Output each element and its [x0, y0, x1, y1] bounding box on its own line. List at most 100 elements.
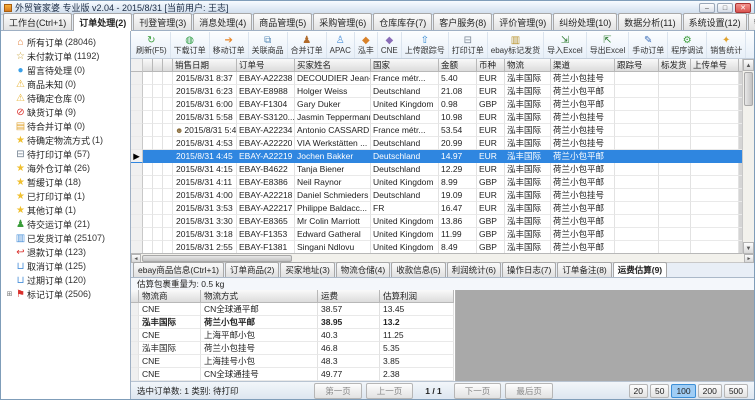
row-selector[interactable] [131, 176, 143, 189]
col-header-shipped-flag[interactable]: 标发货 [659, 59, 691, 72]
detail-tab[interactable]: 物流仓储(4) [335, 262, 391, 277]
toolbar-button[interactable]: ✎ 手动订单 [629, 31, 669, 58]
detail-tab[interactable]: 订单商品(2) [225, 262, 280, 277]
order-row[interactable]: 2015/8/31 3:18 EBAY-F1353 Edward Gathera… [131, 228, 742, 241]
col-header-buyer[interactable]: 买家姓名 [295, 59, 371, 72]
sidebar-item[interactable]: ⊔ 取消订单 (125) [5, 259, 130, 273]
toolbar-button[interactable]: ✦ 销售统计 [707, 31, 747, 58]
row-selector[interactable] [131, 98, 143, 111]
page-size-button[interactable]: 200 [697, 383, 722, 398]
toolbar-button[interactable]: ⇧ 上传跟踪号 [402, 31, 449, 58]
col-header-logistics[interactable]: 物流 [505, 59, 551, 72]
sidebar-item[interactable]: ● 留言待处理 (0) [5, 63, 130, 77]
sidebar-item[interactable]: ★ 其他订单 (1) [5, 203, 130, 217]
sidebar-item[interactable]: ★ 海外仓订单 (26) [5, 161, 130, 175]
row-selector[interactable] [131, 241, 143, 253]
scroll-right-icon[interactable]: ► [744, 253, 754, 263]
toolbar-button[interactable]: ♟ 合并订单 [288, 31, 327, 58]
toolbar-button[interactable]: ⚙ 程序调试 [668, 31, 708, 58]
sidebar-item[interactable]: ⚠ 商品未知 (0) [5, 77, 130, 91]
order-row[interactable]: 2015/8/31 2:55 EBAY-F1381 Singani Ndlovu… [131, 241, 742, 253]
toolbar-button[interactable]: ⇱ 导出Excel [587, 31, 630, 58]
maximize-button[interactable]: □ [717, 2, 733, 13]
page-size-button[interactable]: 20 [628, 383, 648, 398]
col-header-upload-no[interactable]: 上传单号 [691, 59, 739, 72]
next-page-button[interactable]: 下一页 [453, 382, 502, 399]
sidebar-item[interactable]: ▤ 待合并订单 (0) [5, 119, 130, 133]
row-selector[interactable] [131, 137, 143, 150]
main-tab[interactable]: 系统设置(12) [682, 13, 747, 30]
vertical-scrollbar[interactable]: ▲ ▼ [742, 59, 754, 254]
freight-row[interactable]: CNE CN全球通挂号 49.77 2.38 [131, 368, 455, 381]
sidebar-item[interactable]: ☆ 未付款订单 (1192) [5, 49, 130, 63]
main-tab[interactable]: 纠纷处理(10) [553, 13, 618, 30]
col-header-sale-date[interactable]: 销售日期 [173, 59, 237, 72]
page-size-button[interactable]: 500 [723, 383, 748, 398]
row-selector[interactable] [131, 228, 143, 241]
toolbar-button[interactable]: ⇲ 导入Excel [544, 31, 587, 58]
close-button[interactable]: ✕ [735, 2, 751, 13]
scrollbar-thumb[interactable] [142, 254, 292, 262]
row-selector[interactable] [131, 85, 143, 98]
row-selector[interactable] [131, 163, 143, 176]
scrollbar-thumb[interactable] [744, 72, 753, 106]
freight-row[interactable]: CNE CN全球通平邮 38.57 13.45 [131, 303, 455, 316]
toolbar-button[interactable]: ➔ 移动订单 [210, 31, 249, 58]
toolbar-button[interactable]: ⊟ 打印订单 [449, 31, 488, 58]
row-selector[interactable] [131, 72, 143, 85]
toolbar-button[interactable]: ♙ APAC [327, 31, 355, 58]
col-header-shipping-method[interactable]: 物流方式 [201, 290, 318, 303]
order-row[interactable]: 2015/8/31 8:37 EBAY-A22238 DECOUDIER Jea… [131, 72, 742, 85]
row-selector[interactable] [131, 202, 143, 215]
scroll-up-icon[interactable]: ▲ [743, 59, 754, 71]
sidebar-item[interactable]: ⊔ 过期订单 (120) [5, 273, 130, 287]
col-header-channel[interactable]: 渠道 [551, 59, 615, 72]
row-selector[interactable] [131, 215, 143, 228]
page-size-button[interactable]: 50 [649, 383, 670, 398]
toolbar-button[interactable]: ◆ CNE [378, 31, 402, 58]
sidebar-item[interactable]: ★ 待确定物流方式 (1) [5, 133, 130, 147]
main-tab[interactable]: 客户服务(8) [433, 13, 493, 30]
detail-tab[interactable]: 运费估算(9) [612, 262, 668, 277]
order-row[interactable]: 2015/8/31 4:53 EBAY-A22220 VIA Werkstätt… [131, 137, 742, 150]
main-tab[interactable]: 刊登管理(3) [133, 13, 193, 30]
sidebar-item[interactable]: ⊘ 缺货订单 (9) [5, 105, 130, 119]
sidebar-item[interactable]: ★ 已打印订单 (1) [5, 189, 130, 203]
row-selector[interactable]: ▶ [131, 150, 143, 163]
col-header-order-no[interactable]: 订单号 [237, 59, 295, 72]
freight-row[interactable]: CNE 上海平邮小包 40.3 11.25 [131, 329, 455, 342]
freight-row[interactable]: 泓丰国际 荷兰小包挂号 46.8 5.35 [131, 342, 455, 355]
order-row[interactable]: 2015/8/31 4:15 EBAY-B4622 Tanja Biener D… [131, 163, 742, 176]
toolbar-button[interactable]: ▥ ebay标记发货 [488, 31, 545, 58]
detail-tab[interactable]: 操作日志(7) [501, 262, 557, 277]
freight-row[interactable]: 泓丰国际 荷兰小包平邮 38.95 13.2 [131, 316, 455, 329]
sidebar-item[interactable]: ★ 暂缓订单 (18) [5, 175, 130, 189]
expander-icon[interactable]: ⊞ [6, 291, 13, 298]
toolbar-button[interactable]: ⧉ 关联商品 [249, 31, 288, 58]
first-page-button[interactable]: 第一页 [314, 382, 362, 399]
main-tab[interactable]: 工作台(Ctrl+1) [3, 13, 73, 30]
order-row[interactable]: 2015/8/31 3:30 EBAY-E8365 Mr Colin Marri… [131, 215, 742, 228]
minimize-button[interactable]: – [699, 2, 715, 13]
detail-tab[interactable]: 收款信息(5) [391, 262, 446, 277]
order-row[interactable]: 2015/8/31 6:23 EBAY-E8988 Holger Weiss D… [131, 85, 742, 98]
col-header-estimated-profit[interactable]: 估算利润 [380, 290, 454, 303]
row-selector[interactable] [131, 189, 143, 202]
col-header-shipping-cost[interactable]: 运费 [318, 290, 380, 303]
sidebar-item[interactable]: ↩ 退款订单 (123) [5, 245, 130, 259]
order-row[interactable]: ☻2015/8/31 5:47 EBAY-A22234 Antonio CASS… [131, 124, 742, 137]
sidebar-item[interactable]: ⊟ 待打印订单 (57) [5, 147, 130, 161]
order-row[interactable]: 2015/8/31 3:53 EBAY-A22217 Philippe Bald… [131, 202, 742, 215]
freight-row[interactable]: CNE 上海挂号小包 48.3 3.85 [131, 355, 455, 368]
main-tab[interactable]: 商品管理(5) [253, 13, 313, 30]
order-row[interactable]: 2015/8/31 4:11 EBAY-E8386 Neil Raynor Un… [131, 176, 742, 189]
scroll-down-icon[interactable]: ▼ [743, 242, 754, 254]
toolbar-button[interactable]: ↻ 刷新(F5) [133, 31, 171, 58]
sidebar-item[interactable]: ♟ 待交运订单 (21) [5, 217, 130, 231]
main-tab[interactable]: 采购管理(6) [313, 13, 373, 30]
detail-tab[interactable]: 买家地址(3) [280, 262, 335, 277]
sidebar-item[interactable]: ⚠ 待确定仓库 (0) [5, 91, 130, 105]
main-tab[interactable]: 仓库库存(7) [373, 13, 433, 30]
last-page-button[interactable]: 最后页 [505, 382, 553, 399]
toolbar-button[interactable]: ◍ 下载订单 [171, 31, 210, 58]
